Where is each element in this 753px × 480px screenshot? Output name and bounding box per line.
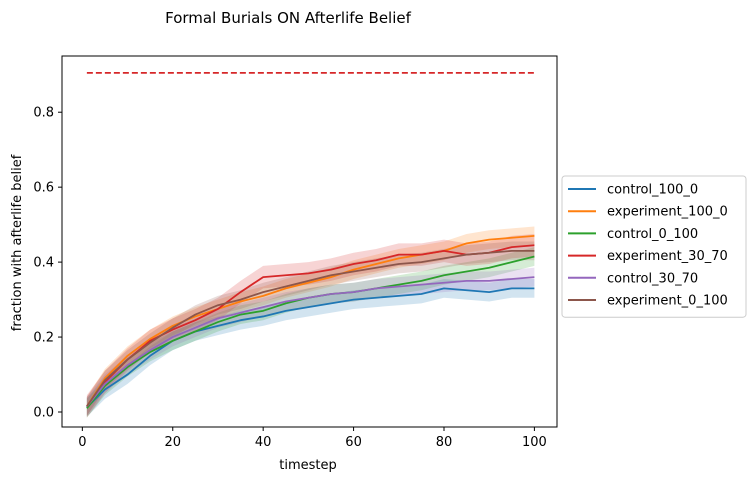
legend-label-4: control_30_70 [607,271,698,286]
x-tick-label-3: 60 [345,435,362,450]
y-tick-label-4: 0.8 [33,106,54,121]
series-line-1 [86,234,535,407]
x-tick-label-1: 20 [164,435,181,450]
legend-label-5: experiment_0_100 [607,294,728,309]
plot-frame [61,55,558,428]
series-line-4 [86,276,535,407]
y-axis-label: fraction with afterlife belief [10,154,25,331]
legend-label-0: control_100_0 [607,183,698,198]
legend-label-1: experiment_100_0 [607,205,728,220]
y-tick-label-0: 0.0 [33,406,54,421]
series-band-1 [86,226,535,416]
y-tick-label-2: 0.4 [33,256,54,271]
x-tick-label-5: 100 [522,435,547,450]
x-axis: 0 20 40 60 80 100 [78,427,547,450]
y-tick-label-3: 0.6 [33,181,54,196]
legend-label-3: experiment_30_70 [607,249,728,264]
y-axis: 0.0 0.2 0.4 0.6 0.8 [33,106,62,421]
x-tick-label-2: 40 [255,435,272,450]
plot-area [61,55,558,428]
x-tick-label-0: 0 [78,435,86,450]
series-band-2 [86,247,535,418]
series-line-0 [86,287,535,409]
legend: control_100_0 experiment_100_0 control_0_1… [561,175,747,318]
y-tick-label-1: 0.2 [33,331,54,346]
series-line-5 [86,249,535,407]
x-axis-label: timestep [279,458,337,473]
x-tick-label-4: 80 [436,435,453,450]
legend-label-2: control_0_100 [607,227,698,242]
chart-title: Formal Burials ON Afterlife Belief [165,9,411,27]
legend-box [561,175,747,318]
